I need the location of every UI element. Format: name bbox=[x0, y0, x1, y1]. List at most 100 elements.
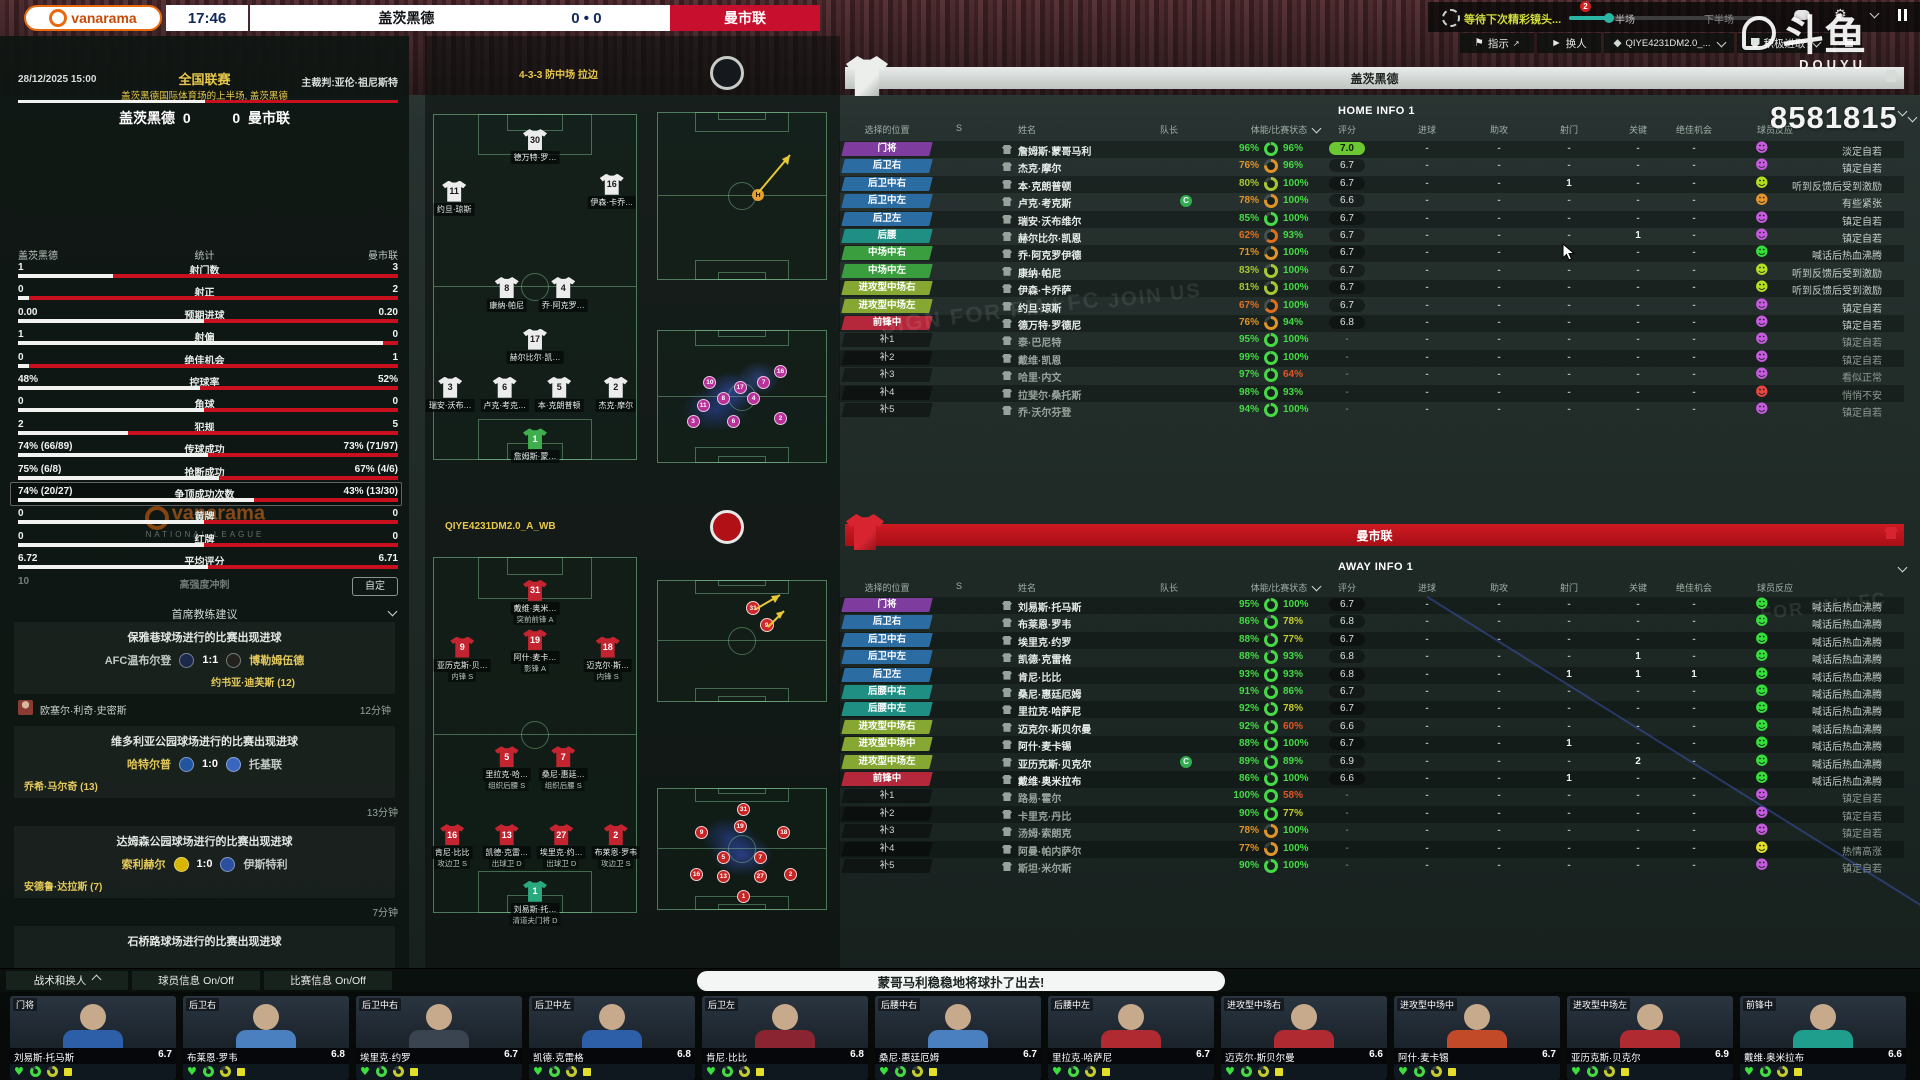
formation-player-shirt[interactable]: 5 bbox=[547, 376, 572, 398]
player-card[interactable]: 进攻型中场左 亚历克斯·贝克尔 6.9 ♥ bbox=[1567, 996, 1733, 1080]
column-header[interactable]: S bbox=[955, 123, 963, 133]
formation-player-shirt[interactable]: 18 bbox=[595, 636, 620, 658]
formation-player-shirt[interactable]: 16 bbox=[599, 173, 624, 195]
player-name[interactable]: 德万特·罗德尼 bbox=[1018, 321, 1082, 332]
player-card[interactable]: 后卫右 布莱恩·罗韦 6.8 ♥ bbox=[183, 996, 349, 1080]
player-row[interactable]: 后卫左 瑞安·沃布维尔 85% 100% 6.7 - - - - - ☻ 镇定自若 bbox=[839, 210, 1904, 228]
player-card[interactable]: 进攻型中场中 阿什·麦卡锡 6.7 ♥ bbox=[1394, 996, 1560, 1080]
column-header[interactable]: 姓名 bbox=[1018, 125, 1037, 135]
player-row[interactable]: 门将 刘易斯·托马斯 95% 100% 6.7 - - - - - ☻ 喊话后热血沸腾 bbox=[839, 597, 1904, 614]
player-name[interactable]: 桑尼·惠廷厄姆 bbox=[1018, 690, 1082, 701]
tactic-button[interactable]: ◆ QIYE4231DM2.0_... bbox=[1604, 33, 1734, 53]
player-row[interactable]: 补1 泰·巴尼特 95% 100% - - - - - - ☻ 镇定自若 bbox=[839, 332, 1904, 349]
formation-player-shirt[interactable]: 1 bbox=[523, 880, 547, 902]
column-header[interactable]: 球员反应 bbox=[1757, 583, 1794, 593]
formation-player-shirt[interactable]: 2 bbox=[603, 824, 628, 846]
player-row[interactable]: 后卫中右 埃里克·约罗 88% 77% 6.7 - - - - - ☻ 喊话后热血沸腾 bbox=[839, 631, 1904, 649]
player-name[interactable]: 康纳·帕尼 bbox=[1018, 268, 1062, 280]
player-row[interactable]: 后卫右 布莱恩·罗韦 86% 78% 6.8 - - - - - ☻ 喊话后热血沸腾 bbox=[839, 614, 1904, 631]
formation-player-shirt[interactable]: 31 bbox=[523, 579, 547, 601]
player-card[interactable]: 后卫左 肯尼·比比 6.8 ♥ bbox=[702, 996, 868, 1080]
player-name[interactable]: 泰·巴尼特 bbox=[1018, 338, 1062, 350]
player-row[interactable]: 补5 乔·沃尔芬登 94% 100% - - - - - - ☻ 镇定自若 bbox=[839, 402, 1904, 419]
player-row[interactable]: 后腰中左 里拉克·哈萨尼 92% 78% 6.7 - - - - - ☻ 喊话后热血沸腾 bbox=[839, 701, 1904, 719]
formation-player-shirt[interactable]: 19 bbox=[523, 629, 547, 651]
column-header[interactable]: 射门 bbox=[1559, 583, 1579, 593]
player-row[interactable]: 补4 阿曼·帕内萨尔 77% 100% - - - - - - ☻ 热情高涨 bbox=[839, 840, 1904, 858]
player-name[interactable]: 乔·沃尔芬登 bbox=[1018, 408, 1072, 419]
player-name[interactable]: 伊森·卡乔萨 bbox=[1018, 286, 1072, 298]
player-name[interactable]: 亚历克斯·贝克尔 bbox=[1018, 759, 1092, 771]
column-header[interactable]: 球员反应 bbox=[1757, 125, 1794, 135]
player-name[interactable]: 赫尔比尔·凯恩 bbox=[1018, 234, 1082, 245]
player-row[interactable]: 后卫中左 卢克·考克斯 C 78% 100% 6.6 - - - - - ☻ 有些紧张 bbox=[839, 193, 1904, 210]
column-header[interactable]: 关键 bbox=[1628, 125, 1648, 135]
column-header[interactable]: 绝佳机会 bbox=[1675, 583, 1713, 593]
player-row[interactable]: 进攻型中场左 亚历克斯·贝克尔 C 89% 89% 6.9 - - - 2 - ☻ 喊话后热血沸腾 bbox=[839, 754, 1904, 771]
player-name[interactable]: 凯德·克雷格 bbox=[1018, 655, 1072, 667]
column-header[interactable]: 评分 bbox=[1337, 125, 1357, 135]
formation-player-shirt[interactable]: 11 bbox=[442, 180, 467, 202]
column-header[interactable]: 进球 bbox=[1417, 583, 1437, 593]
player-row[interactable]: 门将 詹姆斯·蒙哥马利 96% 96% 7.0 - - - - - ☻ 淡定自若 bbox=[839, 141, 1904, 158]
advice-away-team[interactable]: 博勒姆伍德 bbox=[249, 655, 305, 667]
player-row[interactable]: 进攻型中场左 约旦·琼斯 67% 100% 6.7 - - - - - ☻ 镇定自若 bbox=[839, 298, 1904, 315]
pause-icon[interactable] bbox=[1898, 9, 1901, 21]
player-info-toggle[interactable]: 球员信息 On/Off bbox=[132, 971, 260, 990]
column-header[interactable]: 选择的位置 bbox=[864, 583, 910, 593]
player-card[interactable]: 后腰中左 里拉克·哈萨尼 6.7 ♥ bbox=[1048, 996, 1214, 1080]
tactics-subs-button[interactable]: 战术和换人 bbox=[6, 971, 128, 990]
player-card[interactable]: 后卫中左 凯德·克雷格 6.8 ♥ bbox=[529, 996, 695, 1080]
player-name[interactable]: 戴维·奥米拉布 bbox=[1018, 777, 1082, 788]
formation-player-shirt[interactable]: 13 bbox=[494, 824, 519, 846]
player-name[interactable]: 杰克·摩尔 bbox=[1018, 164, 1062, 176]
player-row[interactable]: 进攻型中场右 迈克尔·斯贝尔曼 92% 60% 6.6 - - - - - ☻ 喊话后热血沸腾 bbox=[839, 719, 1904, 736]
player-name[interactable]: 本·克朗普顿 bbox=[1018, 181, 1072, 193]
player-row[interactable]: 后卫中左 凯德·克雷格 88% 93% 6.8 - - - 1 - ☻ 喊话后热血沸腾 bbox=[839, 649, 1904, 666]
player-card[interactable]: 前锋中 戴维·奥米拉布 6.6 ♥ bbox=[1740, 996, 1906, 1080]
player-row[interactable]: 前锋中 德万特·罗德尼 76% 94% 6.8 - - - - - ☻ 镇定自若 bbox=[839, 315, 1904, 332]
player-row[interactable]: 补3 哈里·内文 97% 64% - - - - - - ☻ 看似正常 bbox=[839, 367, 1904, 384]
gear-icon[interactable]: ⚙ bbox=[1834, 6, 1847, 22]
player-name[interactable]: 哈里·内文 bbox=[1018, 373, 1062, 385]
player-card[interactable]: 后卫中右 埃里克·约罗 6.7 ♥ bbox=[356, 996, 522, 1080]
advice-away-team[interactable]: 伊斯特利 bbox=[243, 859, 288, 871]
player-name[interactable]: 布莱恩·罗韦 bbox=[1018, 620, 1072, 632]
player-name[interactable]: 埃里克·约罗 bbox=[1018, 637, 1072, 649]
player-card[interactable]: 进攻型中场右 迈克尔·斯贝尔曼 6.6 ♥ bbox=[1221, 996, 1387, 1080]
player-name[interactable]: 阿什·麦卡锡 bbox=[1018, 742, 1072, 754]
player-name[interactable]: 拉斐尔·桑托斯 bbox=[1018, 390, 1082, 402]
player-row[interactable]: 补4 拉斐尔·桑托斯 98% 93% - - - - - - ☻ 悄悄不安 bbox=[839, 384, 1904, 402]
player-row[interactable]: 补1 路易·霍尔 100% 58% - - - - - - ☻ 镇定自若 bbox=[839, 788, 1904, 805]
player-row[interactable]: 后腰中右 桑尼·惠廷厄姆 91% 86% 6.7 - - - - - ☻ 喊话后热血沸腾 bbox=[839, 684, 1904, 701]
column-header[interactable]: 选择的位置 bbox=[864, 125, 910, 135]
player-row[interactable]: 前锋中 戴维·奥米拉布 86% 100% 6.6 - - 1 - - ☻ 喊话后热血沸腾 bbox=[839, 771, 1904, 788]
player-name[interactable]: 路易·霍尔 bbox=[1018, 794, 1062, 806]
player-name[interactable]: 瑞安·沃布维尔 bbox=[1018, 216, 1082, 228]
half1-label[interactable]: 半场 bbox=[1615, 15, 1635, 26]
formation-player-shirt[interactable]: 6 bbox=[492, 376, 517, 398]
column-header[interactable]: 评分 bbox=[1337, 583, 1357, 593]
formation-player-shirt[interactable]: 2 bbox=[603, 376, 628, 398]
player-name[interactable]: 戴维·凯恩 bbox=[1018, 355, 1062, 367]
player-name[interactable]: 卢克·考克斯 bbox=[1018, 199, 1072, 211]
column-header[interactable]: 体能/比赛状态 bbox=[1250, 125, 1308, 135]
formation-player-shirt[interactable]: 27 bbox=[549, 824, 574, 846]
column-header[interactable]: 射门 bbox=[1559, 125, 1579, 135]
extra-panel-button[interactable] bbox=[1836, 33, 1862, 53]
advice-home-team[interactable]: AFC温布尔登 bbox=[104, 655, 172, 667]
player-name[interactable]: 斯坦·米尔斯 bbox=[1018, 864, 1072, 875]
column-header[interactable]: S bbox=[955, 581, 963, 591]
player-row[interactable]: 补3 汤姆·索朗克 78% 100% - - - - - - ☻ 镇定自若 bbox=[839, 823, 1904, 840]
column-header[interactable]: 队长 bbox=[1159, 583, 1179, 593]
formation-player-shirt[interactable]: 17 bbox=[523, 328, 547, 350]
camera-icon[interactable] bbox=[1794, 10, 1810, 20]
player-name[interactable]: 卡里克·丹比 bbox=[1018, 811, 1072, 823]
player-name[interactable]: 约旦·琼斯 bbox=[1018, 303, 1062, 315]
formation-player-shirt[interactable]: 1 bbox=[523, 428, 547, 450]
formation-player-shirt[interactable]: 8 bbox=[494, 277, 519, 298]
formation-player-shirt[interactable]: 3 bbox=[438, 376, 463, 398]
formation-player-shirt[interactable]: 4 bbox=[551, 277, 576, 298]
column-header[interactable]: 姓名 bbox=[1018, 583, 1037, 593]
